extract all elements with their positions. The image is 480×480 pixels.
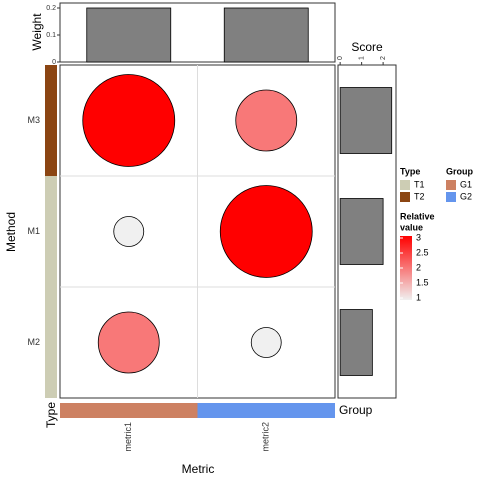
- x-tick-label: 1: [358, 56, 365, 60]
- x-axis-label: Metric: [182, 462, 215, 476]
- bubble: [219, 185, 313, 278]
- group-cell: [60, 403, 198, 418]
- type-cell: [45, 176, 57, 287]
- group-cell: [197, 403, 335, 418]
- y-tick-label: M1: [27, 226, 40, 236]
- group-label: Group: [339, 403, 373, 417]
- y-tick-label: 0: [52, 59, 56, 66]
- legend-title: Type: [400, 166, 420, 176]
- weight-label: Weight: [30, 13, 44, 51]
- y-axis-label: Method: [4, 212, 18, 252]
- legend-tick-label: 2.5: [416, 247, 429, 257]
- legend-swatch: [446, 192, 456, 202]
- legend-label: T1: [414, 179, 425, 189]
- legend-tick-label: 3: [416, 232, 421, 242]
- legend-swatch: [400, 180, 410, 190]
- x-tick-label: 2: [380, 56, 387, 60]
- legend-label: T2: [414, 191, 425, 201]
- score-bar: [339, 87, 393, 154]
- y-tick-label: M3: [27, 115, 40, 125]
- legend-title: Group: [446, 166, 473, 176]
- bubble: [113, 216, 145, 247]
- legend-tick-label: 1: [416, 292, 421, 302]
- legend-swatch: [400, 192, 410, 202]
- bubble: [250, 327, 282, 358]
- type-label: Type: [44, 402, 58, 428]
- weight-bar: [223, 7, 309, 63]
- legend-swatch: [446, 180, 456, 190]
- score-label: Score: [351, 40, 383, 54]
- x-tick-label: metric2: [261, 422, 271, 452]
- score-bar: [339, 309, 373, 376]
- legend-title: value: [400, 222, 423, 232]
- legend-label: G2: [460, 191, 472, 201]
- weight-bar: [86, 7, 172, 63]
- legend-gradient: [400, 236, 412, 300]
- type-cell: [45, 287, 57, 398]
- legend-tick-label: 1.5: [416, 277, 429, 287]
- bubble: [235, 89, 298, 152]
- y-tick-label: M2: [27, 337, 40, 347]
- y-tick-label: 0.2: [46, 5, 56, 12]
- type-cell: [45, 65, 57, 176]
- x-tick-label: metric1: [123, 422, 133, 452]
- legend-label: G1: [460, 179, 472, 189]
- legend-tick-label: 2: [416, 262, 421, 272]
- y-tick-label: 0.1: [46, 32, 56, 39]
- bubble: [97, 311, 160, 374]
- bubble: [82, 74, 176, 167]
- x-tick-label: 0: [337, 56, 344, 60]
- legend-title: Relative: [400, 211, 435, 221]
- score-bar: [339, 198, 384, 265]
